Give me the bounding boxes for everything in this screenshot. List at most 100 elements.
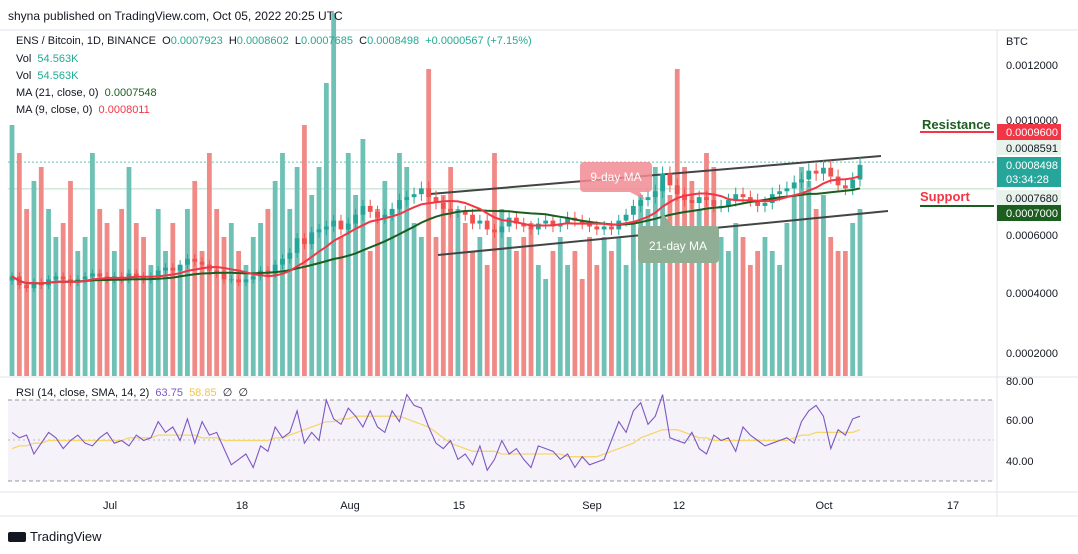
candle-body <box>470 214 475 224</box>
candle-body <box>433 197 439 203</box>
volume-bar <box>111 251 117 376</box>
resistance-badge-text: 0.0009600 <box>1006 127 1058 139</box>
candle-body <box>331 220 337 227</box>
resistance-badge <box>997 124 1061 140</box>
candle-body <box>521 223 527 227</box>
candles <box>9 157 863 292</box>
volume-bar <box>762 237 768 376</box>
candle-body <box>60 276 66 280</box>
candle-body <box>316 229 322 233</box>
candle-body <box>440 203 446 209</box>
candle-body <box>448 208 454 212</box>
volume-bar <box>97 209 103 376</box>
volume-bar <box>382 181 388 376</box>
support-label: Support <box>920 189 970 204</box>
candle-body <box>250 276 256 280</box>
volume-bar <box>557 237 563 376</box>
low-value: 0.0007685 <box>301 35 354 47</box>
volume-bar <box>528 223 534 376</box>
candle-body <box>82 276 88 280</box>
candle-body <box>389 208 395 215</box>
volume-bar <box>24 209 30 376</box>
candle-body <box>382 214 388 218</box>
volume-bar <box>689 181 695 376</box>
volume-bar <box>850 223 856 376</box>
candle-body <box>755 200 761 206</box>
candle-body <box>821 167 826 174</box>
volume-bar <box>433 237 439 376</box>
candle-body <box>579 220 585 224</box>
volume-bar <box>440 195 446 376</box>
candle-body <box>133 273 139 277</box>
volume-bar <box>704 153 709 376</box>
volume-bar <box>550 251 556 376</box>
candle-body <box>24 285 30 289</box>
candle-body <box>674 185 680 195</box>
candle-body <box>623 214 629 221</box>
volume-bar <box>543 279 549 376</box>
volume-bar <box>477 237 483 376</box>
volume-bar <box>455 209 461 376</box>
volume-bar <box>755 251 761 376</box>
vol-value: 54.563K <box>37 53 79 65</box>
ohlc-legend: ENS / Bitcoin, 1D, BINANCE O0.0007923 H0… <box>16 35 532 47</box>
candle-body <box>696 197 702 203</box>
volume-bar <box>82 237 88 376</box>
rsi-sma-line <box>11 415 861 458</box>
candle-body <box>360 205 366 215</box>
volume-bar <box>579 279 585 376</box>
candle-body <box>711 200 717 206</box>
candle-body <box>587 223 592 227</box>
candle-body <box>652 191 658 198</box>
candle-body <box>791 182 797 189</box>
volume-bar <box>214 209 220 376</box>
volume-bar <box>316 167 322 376</box>
tradingview-logo[interactable]: TradingView <box>8 529 102 544</box>
high-label: H <box>228 35 237 47</box>
volume-bar <box>221 237 227 376</box>
volume-bar <box>791 195 797 376</box>
volume-bar <box>90 153 95 376</box>
candle-body <box>726 200 731 206</box>
volume-bar <box>360 139 366 376</box>
volume-bar <box>16 153 22 376</box>
candle-body <box>492 229 497 233</box>
level1-badge-text: 0.0008591 <box>1006 143 1058 155</box>
candle-body <box>842 185 848 189</box>
volume-bar <box>535 265 541 376</box>
candle-body <box>543 220 549 224</box>
price-tick: 0.0004000 <box>1006 288 1058 300</box>
volume-bar <box>492 153 497 376</box>
rsi-band <box>8 400 994 481</box>
volume-bar <box>587 237 592 376</box>
rsi-legend: RSI (14, close, SMA, 14, 2) 63.75 58.85 … <box>16 386 248 399</box>
candle-body <box>799 179 804 183</box>
ma9-label: MA (9, close, 0) <box>16 104 93 116</box>
candle-body <box>280 258 285 265</box>
change-value: +0.0000567 (+7.15%) <box>425 35 532 47</box>
candle-body <box>338 220 344 230</box>
candle-body <box>97 273 103 277</box>
rsi-na-1: ∅ <box>222 387 233 399</box>
support-badge <box>997 205 1061 221</box>
rsi-value: 63.75 <box>155 387 183 399</box>
candle-body <box>170 267 176 271</box>
open-value: 0.0007923 <box>170 35 223 47</box>
candle-body <box>828 167 834 177</box>
candle-body <box>353 214 358 224</box>
resistance-label: Resistance <box>922 117 991 132</box>
rsi-lines <box>11 393 861 472</box>
volume-bar <box>514 251 519 376</box>
volume-bar <box>60 223 66 376</box>
volume-bar <box>828 237 834 376</box>
candle-body <box>609 226 614 230</box>
vol-legend-2: Vol 54.563K <box>16 70 78 82</box>
volume-bar <box>638 195 644 376</box>
symbol-label[interactable]: ENS / Bitcoin, 1D, BINANCE <box>16 35 156 47</box>
candle-body <box>733 194 739 201</box>
candle-body <box>601 226 607 230</box>
candle-body <box>243 279 249 283</box>
candle-body <box>704 197 709 201</box>
candle-body <box>323 226 329 230</box>
volume-bar <box>521 237 527 376</box>
